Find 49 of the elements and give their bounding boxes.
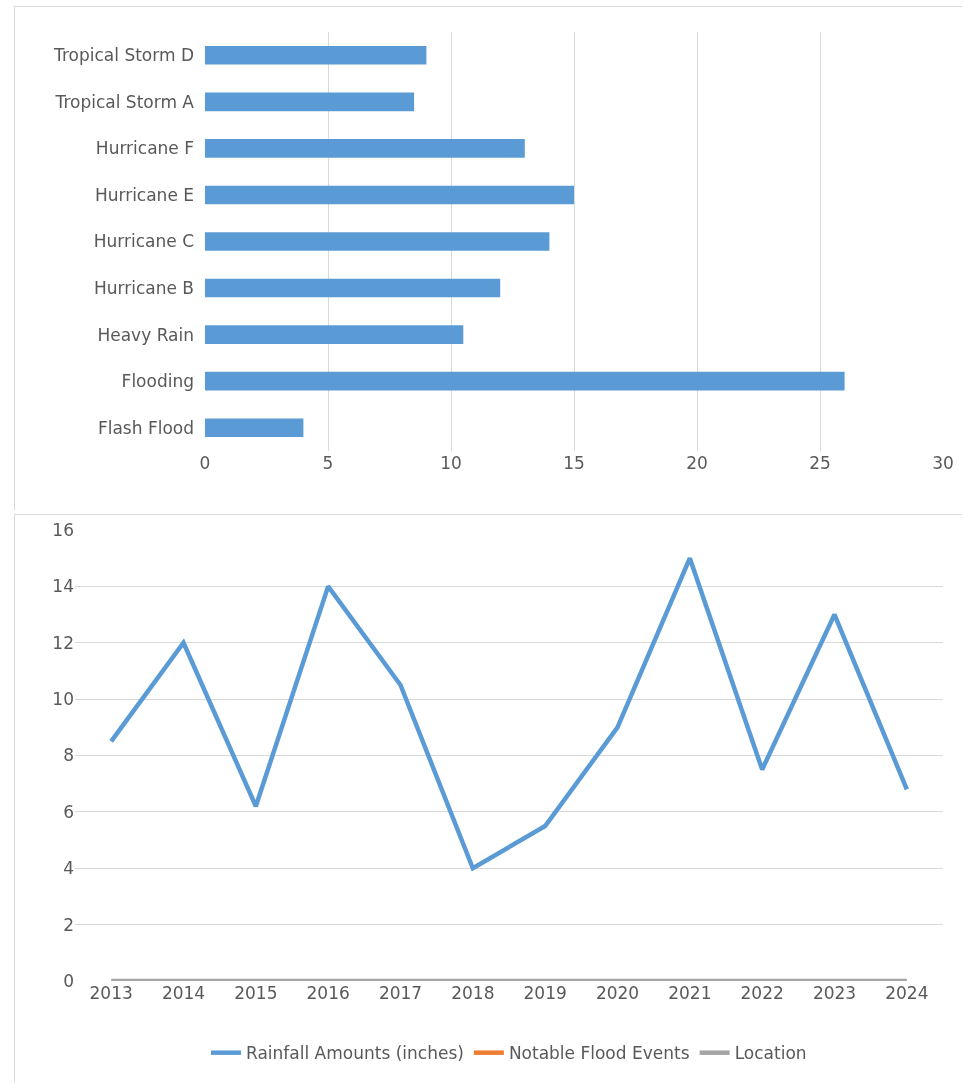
- y-tick-label: 14: [52, 576, 74, 597]
- legend-label: Location: [734, 1043, 807, 1064]
- x-tick-label: 0: [199, 453, 211, 473]
- x-tick-label: 2016: [306, 983, 350, 1003]
- bar: [205, 371, 845, 391]
- bar: [205, 139, 525, 158]
- y-tick-label: 16: [52, 519, 74, 540]
- y-tick-label: Flooding: [121, 371, 194, 392]
- x-tick-label: 2022: [740, 983, 784, 1003]
- legend-label: Rainfall Amounts (inches): [246, 1043, 464, 1064]
- y-tick-label: 12: [52, 632, 74, 653]
- x-tick-label: 5: [322, 453, 334, 473]
- x-tick-label: 2015: [234, 983, 278, 1003]
- y-tick-label: Heavy Rain: [97, 324, 194, 345]
- bar: [205, 185, 574, 205]
- x-tick-label: 2023: [812, 983, 857, 1003]
- y-tick-label: Hurricane F: [95, 138, 194, 159]
- x-tick-label: 2020: [595, 983, 640, 1003]
- x-tick-label: 2014: [161, 983, 206, 1003]
- bar: [205, 278, 501, 298]
- x-tick-label: 2017: [378, 983, 423, 1003]
- bar: [205, 418, 304, 438]
- y-tick-label: 2: [63, 914, 74, 935]
- y-tick-label: Flash Flood: [97, 417, 194, 438]
- x-tick-label: 15: [563, 453, 585, 473]
- x-tick-label: 2013: [89, 983, 133, 1003]
- y-tick-label: Tropical Storm D: [53, 45, 194, 66]
- x-tick-label: 2024: [885, 983, 929, 1003]
- y-tick-label: Hurricane E: [94, 184, 194, 205]
- bar: [205, 232, 550, 251]
- x-tick-label: 2018: [451, 983, 495, 1003]
- bar: [205, 92, 415, 112]
- legend-label: Notable Flood Events: [508, 1043, 690, 1064]
- line-series: [108, 555, 910, 871]
- y-tick-label: Tropical Storm A: [54, 91, 195, 112]
- x-tick-label: 25: [809, 453, 831, 473]
- y-tick-label: 8: [63, 745, 74, 766]
- x-tick-label: 2019: [523, 983, 567, 1003]
- y-tick-label: Hurricane C: [93, 231, 194, 252]
- x-tick-label: 10: [440, 453, 462, 473]
- bar: [205, 45, 427, 65]
- y-tick-label: 6: [63, 801, 74, 822]
- y-tick-label: 10: [52, 689, 74, 710]
- y-tick-label: 4: [63, 858, 74, 879]
- bar: [205, 325, 464, 344]
- x-tick-label: 2021: [668, 983, 712, 1003]
- x-tick-label: 30: [932, 453, 954, 473]
- y-tick-label: Hurricane B: [93, 278, 194, 299]
- x-tick-label: 20: [686, 453, 708, 473]
